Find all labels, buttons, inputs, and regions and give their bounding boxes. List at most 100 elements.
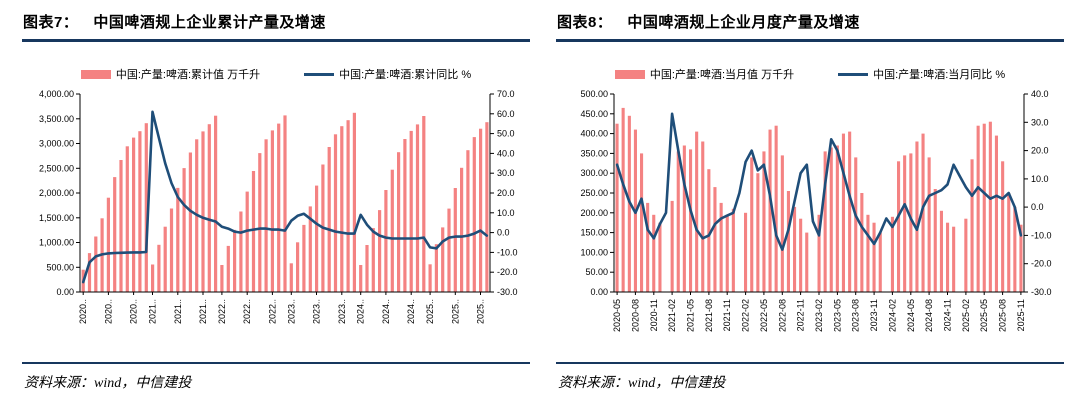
legend-item-bar: 中国:产量:啤酒:累计值 万千升 [80,66,261,82]
svg-text:0.00: 0.00 [56,287,74,297]
svg-text:-20.0: -20.0 [1031,259,1052,269]
svg-text:2020-05: 2020-05 [612,299,622,332]
svg-text:1,500.00: 1,500.00 [39,213,74,223]
svg-text:0.0: 0.0 [1031,202,1044,212]
svg-text:20.0: 20.0 [1031,146,1049,156]
svg-text:2023..: 2023.. [312,299,322,324]
svg-text:20.0: 20.0 [497,188,515,198]
svg-text:4,000.00: 4,000.00 [39,89,74,99]
svg-text:2021..: 2021.. [198,299,208,324]
svg-text:2021..: 2021.. [173,299,183,324]
svg-text:2024..: 2024.. [406,299,416,324]
svg-text:2022..: 2022.. [242,299,252,324]
report-figures-row: 图表7： 中国啤酒规上企业累计产量及增速 中国:产量:啤酒:累计值 万千升 中国:… [22,8,1064,392]
svg-text:-10.0: -10.0 [1031,230,1052,240]
svg-text:2,000.00: 2,000.00 [39,188,74,198]
footer-rule [556,362,1064,364]
svg-text:1,000.00: 1,000.00 [39,238,74,248]
bar-series-swatch [614,69,645,79]
figure-7-label: 图表7： [23,14,79,31]
svg-text:2022-08: 2022-08 [777,299,787,332]
svg-text:2024-05: 2024-05 [906,299,916,332]
svg-text:60.0: 60.0 [497,109,515,119]
svg-text:40.0: 40.0 [1031,89,1049,99]
svg-text:2022-05: 2022-05 [759,299,769,332]
svg-text:2023..: 2023.. [337,299,347,324]
svg-text:2025-11: 2025-11 [1016,299,1026,331]
svg-text:-10.0: -10.0 [497,247,518,257]
svg-text:2020-08: 2020-08 [630,299,640,332]
svg-text:2024-08: 2024-08 [924,299,934,332]
svg-text:2024..: 2024.. [356,299,366,324]
figure-7: 图表7： 中国啤酒规上企业累计产量及增速 中国:产量:啤酒:累计值 万千升 中国:… [22,8,530,392]
svg-text:40.0: 40.0 [497,148,515,158]
figure-7-title: 图表7： 中国啤酒规上企业累计产量及增速 [22,8,530,39]
svg-text:10.0: 10.0 [497,208,515,218]
svg-text:2,500.00: 2,500.00 [39,163,74,173]
svg-text:2024-02: 2024-02 [887,299,897,332]
svg-text:2022-11: 2022-11 [796,299,806,331]
svg-text:30.0: 30.0 [1031,117,1049,127]
svg-text:2025-02: 2025-02 [961,299,971,332]
legend-item-line: 中国:产量:啤酒:累计同比 % [304,66,471,82]
legend-item-bar: 中国:产量:啤酒:当月值 万千升 [614,66,795,82]
svg-text:30.0: 30.0 [497,168,515,178]
bar-series-swatch [80,69,111,79]
svg-text:2025-08: 2025-08 [998,299,1008,332]
figure-7-name: 中国啤酒规上企业累计产量及增速 [93,14,326,31]
title-rule [22,39,530,42]
svg-text:2020..: 2020.. [103,299,113,324]
legend-item-line: 中国:产量:啤酒:当月同比 % [838,66,1005,82]
line-series-swatch [838,72,869,76]
svg-text:500.00: 500.00 [46,262,74,272]
svg-text:2023..: 2023.. [286,299,296,324]
source-note: 资料来源：wind，中信建投 [558,376,726,391]
svg-text:3,500.00: 3,500.00 [39,114,74,124]
svg-text:2020-11: 2020-11 [649,299,659,331]
svg-text:2021..: 2021.. [148,299,158,324]
svg-text:2021-11: 2021-11 [722,299,732,331]
svg-text:70.0: 70.0 [497,89,515,99]
figure-8-name: 中国啤酒规上企业月度产量及增速 [627,14,860,31]
svg-text:2020..: 2020.. [129,299,139,324]
svg-text:100.00: 100.00 [580,247,608,257]
svg-text:2024..: 2024.. [381,299,391,324]
title-rule [556,39,1064,42]
svg-text:-30.0: -30.0 [497,287,518,297]
svg-text:50.00: 50.00 [585,267,608,277]
monthly-output-combo-chart: 500.00 450.00 400.00 350.00 300.00 250.00 200.… [580,89,1052,332]
footer-rule [22,362,530,364]
svg-text:150.00: 150.00 [580,228,608,238]
svg-text:2023-05: 2023-05 [832,299,842,332]
line-series-label: 中国:产量:啤酒:累计同比 % [339,69,472,81]
svg-text:2025..: 2025.. [476,299,486,324]
svg-text:500.00: 500.00 [580,89,608,99]
figure-8-title: 图表8： 中国啤酒规上企业月度产量及增速 [556,8,1064,39]
svg-text:-30.0: -30.0 [1031,287,1052,297]
svg-text:10.0: 10.0 [1031,174,1049,184]
svg-text:0.0: 0.0 [497,228,510,238]
svg-text:2025..: 2025.. [425,299,435,324]
line-series-label: 中国:产量:啤酒:当月同比 % [873,69,1006,81]
svg-text:450.00: 450.00 [580,109,608,119]
svg-text:2022-02: 2022-02 [741,299,751,332]
svg-text:2023-02: 2023-02 [814,299,824,332]
svg-text:-20.0: -20.0 [497,267,518,277]
svg-text:3,000.00: 3,000.00 [39,139,74,149]
svg-text:250.00: 250.00 [580,188,608,198]
svg-text:200.00: 200.00 [580,208,608,218]
svg-text:300.00: 300.00 [580,168,608,178]
source-note: 资料来源：wind，中信建投 [24,376,192,391]
bar-series-label: 中国:产量:啤酒:当月值 万千升 [649,69,795,81]
chart-legend: 中国:产量:啤酒:累计值 万千升 中国:产量:啤酒:累计同比 % [22,66,530,82]
chart-legend: 中国:产量:啤酒:当月值 万千升 中国:产量:啤酒:当月同比 % [556,66,1064,82]
svg-text:2023-11: 2023-11 [869,299,879,331]
svg-text:2020..: 2020.. [78,299,88,324]
svg-text:2021-08: 2021-08 [704,299,714,332]
svg-text:0.00: 0.00 [590,287,608,297]
svg-text:2021-02: 2021-02 [667,299,677,332]
bar-series-label: 中国:产量:啤酒:累计值 万千升 [115,69,261,81]
figure-8-label: 图表8： [557,14,613,31]
svg-text:400.00: 400.00 [580,129,608,139]
svg-text:2024-11: 2024-11 [943,299,953,331]
